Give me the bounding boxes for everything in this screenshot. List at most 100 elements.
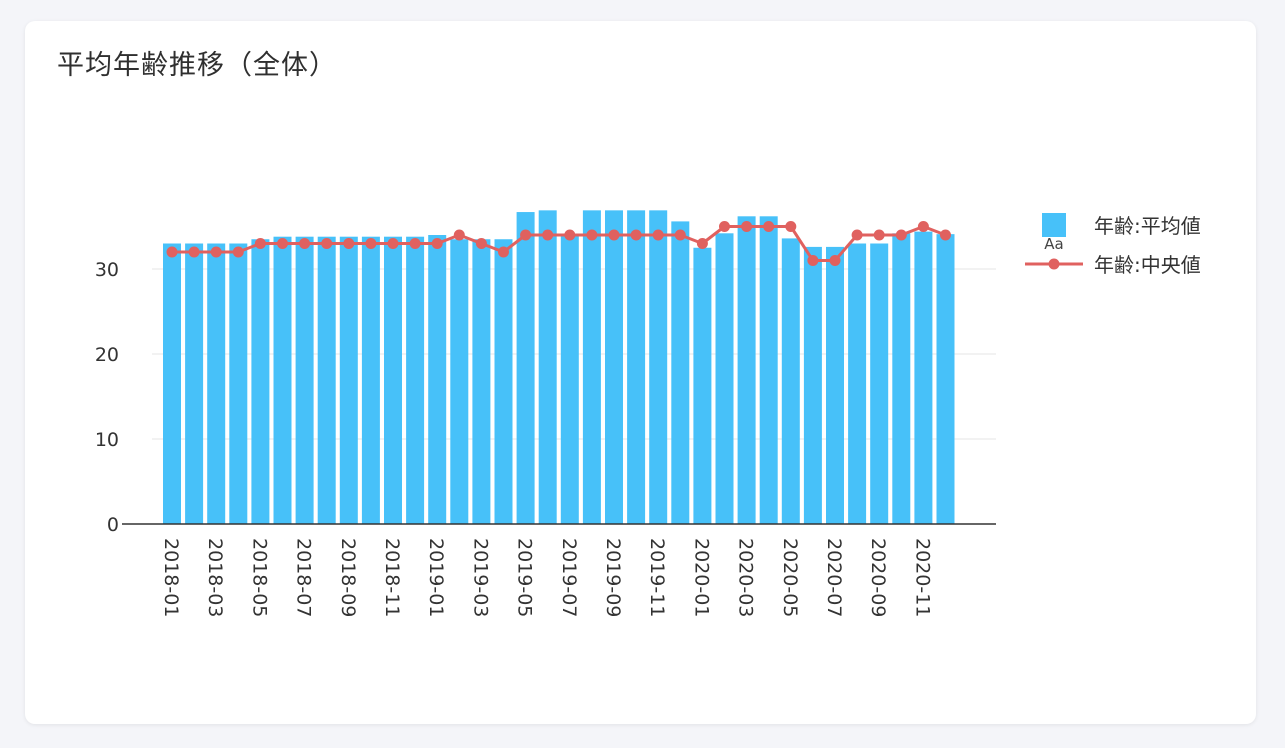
- line-point: [453, 229, 465, 241]
- line-point: [299, 238, 311, 249]
- line-point: [210, 246, 222, 258]
- bar: [759, 216, 778, 525]
- x-tick-label: 2020-05: [779, 538, 801, 617]
- bar: [826, 246, 844, 524]
- line-point: [586, 229, 598, 241]
- bar: [516, 212, 535, 525]
- bar: [848, 243, 867, 524]
- legend-line-marker: [1048, 258, 1060, 270]
- line-point: [785, 221, 797, 232]
- bar: [803, 246, 822, 524]
- line-point: [608, 229, 620, 241]
- line-point: [873, 229, 885, 241]
- bar: [870, 243, 889, 524]
- bar: [361, 236, 380, 524]
- line-point: [719, 221, 730, 232]
- y-tick-label: 30: [95, 259, 119, 281]
- bar: [914, 231, 933, 524]
- legend-bar-swatch: [1042, 213, 1066, 237]
- line-point: [829, 255, 841, 266]
- bar: [737, 216, 756, 525]
- line-point: [741, 221, 753, 232]
- bar: [295, 236, 314, 524]
- bar: [693, 247, 712, 524]
- bar: [229, 243, 248, 524]
- legend-label-median: 年齢:中央値: [1094, 253, 1201, 277]
- line-point: [409, 238, 421, 249]
- x-tick-label: 2018-03: [204, 538, 226, 617]
- line-point: [763, 221, 775, 232]
- line-point: [232, 246, 244, 258]
- bar: [384, 236, 402, 524]
- x-tick-label: 2018-09: [337, 538, 359, 617]
- x-tick-label: 2018-11: [381, 538, 403, 617]
- line-point: [696, 238, 708, 249]
- line-point: [166, 246, 178, 258]
- line-point: [498, 246, 509, 258]
- bar: [251, 239, 270, 524]
- y-tick-label: 10: [95, 429, 119, 451]
- line-series: [166, 221, 951, 266]
- bar: [273, 236, 292, 524]
- y-tick-label: 20: [95, 344, 119, 366]
- line-point: [630, 229, 642, 241]
- line-point: [542, 229, 554, 241]
- line-point: [431, 238, 443, 249]
- bar: [207, 243, 226, 524]
- bar: [892, 233, 911, 525]
- x-tick-label: 2019-01: [425, 538, 447, 617]
- bar: [936, 234, 955, 524]
- x-tick-label: 2020-11: [911, 538, 933, 617]
- x-tick-label: 2018-05: [248, 538, 270, 617]
- line-point: [520, 229, 532, 241]
- x-tick-label: 2018-01: [160, 538, 182, 617]
- y-tick-label: 0: [107, 514, 119, 536]
- bar: [494, 239, 513, 524]
- legend-label-mean: 年齢:平均値: [1094, 214, 1201, 238]
- line-point: [917, 221, 929, 232]
- bar: [582, 210, 601, 524]
- bar: [450, 239, 469, 524]
- line-point: [188, 246, 200, 258]
- line-point: [940, 229, 951, 241]
- bar: [715, 233, 734, 525]
- bar: [428, 235, 447, 524]
- legend-swatch-text: Aa: [1044, 235, 1063, 253]
- x-tick-label: 2019-07: [558, 538, 580, 617]
- x-tick-label: 2020-09: [867, 538, 889, 617]
- axes: 0 10 20 30 2018-01 2018-03 2018-05 2018-07 2018-…: [95, 259, 996, 617]
- x-tick-label: 2018-07: [293, 538, 315, 617]
- line-point: [807, 255, 819, 266]
- line-point: [674, 229, 686, 241]
- bar: [627, 210, 646, 524]
- line-point: [387, 238, 399, 249]
- line-point: [343, 238, 355, 249]
- x-tick-label: 2019-03: [469, 538, 491, 617]
- line-point: [895, 229, 907, 241]
- bar-series: [163, 210, 955, 525]
- legend-item-median[interactable]: 年齢:中央値: [1025, 253, 1201, 277]
- line-point: [365, 238, 377, 249]
- bar: [671, 221, 690, 524]
- line-point: [652, 229, 664, 241]
- bar: [185, 243, 204, 524]
- bar: [163, 243, 181, 524]
- bar: [339, 236, 358, 524]
- line-point: [277, 238, 288, 249]
- x-tick-label: 2020-03: [735, 538, 757, 617]
- bar: [605, 210, 623, 524]
- line-point: [475, 238, 487, 249]
- x-tick-label: 2020-01: [690, 538, 712, 617]
- line-point: [564, 229, 576, 241]
- line-point: [851, 229, 863, 241]
- legend-item-mean[interactable]: Aa 年齢:平均値: [1042, 213, 1201, 253]
- bar: [406, 236, 425, 524]
- chart-title: 平均年齢推移（全体）: [57, 50, 337, 81]
- x-tick-label: 2020-07: [823, 538, 845, 617]
- line-point: [254, 238, 266, 249]
- x-tick-label: 2019-11: [646, 538, 668, 617]
- bar: [472, 239, 491, 524]
- x-tick-label: 2019-05: [514, 538, 536, 617]
